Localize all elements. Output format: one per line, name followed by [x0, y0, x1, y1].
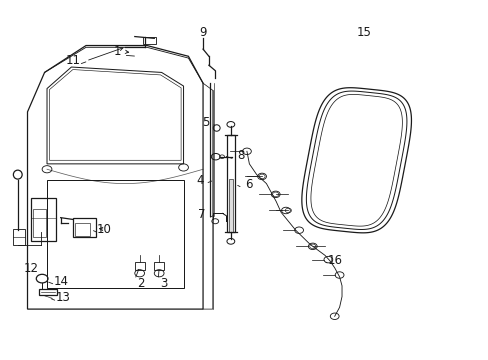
- Bar: [73, 218, 96, 237]
- Bar: [31, 198, 56, 241]
- Bar: [75, 223, 90, 235]
- Text: 15: 15: [356, 26, 371, 39]
- Text: 5: 5: [202, 116, 209, 129]
- Bar: [226, 135, 234, 232]
- Text: 3: 3: [160, 277, 167, 290]
- Text: 12: 12: [23, 262, 39, 275]
- Text: 13: 13: [56, 291, 70, 304]
- Text: 7: 7: [198, 208, 205, 221]
- Text: 4: 4: [196, 174, 203, 186]
- Text: 14: 14: [54, 275, 68, 288]
- Text: 16: 16: [327, 254, 342, 267]
- Bar: [39, 289, 57, 296]
- Bar: [154, 262, 163, 270]
- Text: 10: 10: [97, 223, 112, 236]
- Bar: [142, 37, 156, 44]
- Text: 8: 8: [236, 149, 244, 162]
- Text: 9: 9: [199, 26, 206, 39]
- Bar: [33, 209, 45, 237]
- Text: 6: 6: [244, 178, 252, 191]
- Bar: [135, 262, 144, 270]
- Text: 1: 1: [114, 45, 121, 58]
- Bar: [13, 229, 25, 244]
- Text: 2: 2: [137, 277, 144, 290]
- Text: 11: 11: [65, 54, 80, 67]
- Bar: [228, 179, 232, 232]
